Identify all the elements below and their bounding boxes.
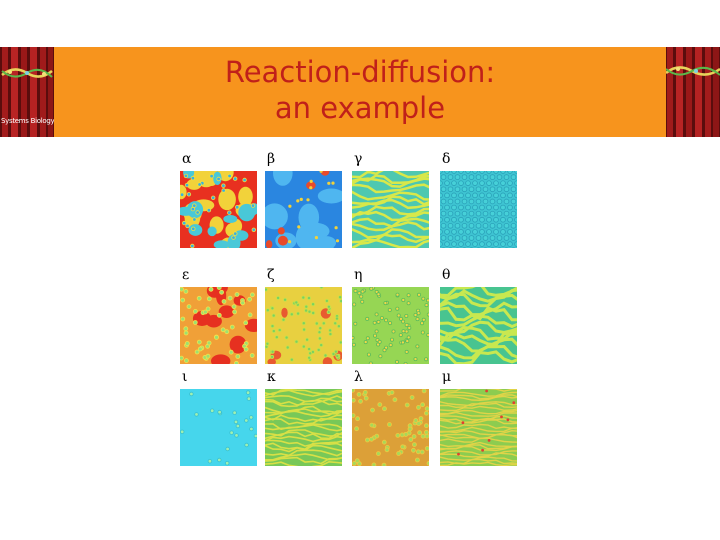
panel-label: μ bbox=[442, 369, 452, 385]
pattern-panel-image bbox=[440, 171, 517, 248]
slide-title-line-1: Reaction-diffusion: bbox=[224, 55, 496, 89]
pattern-hot-spots bbox=[180, 171, 257, 248]
pattern-hexagonal-spots bbox=[440, 171, 517, 248]
slide-title-line-2: an example bbox=[274, 91, 446, 125]
curtain-image-left bbox=[0, 47, 54, 137]
pattern-yellow-spots bbox=[265, 287, 342, 364]
pattern-blue-waves bbox=[265, 171, 342, 248]
panel-label: ε bbox=[182, 267, 190, 283]
pattern-panel-image bbox=[265, 287, 342, 364]
pattern-orange-spots bbox=[352, 389, 429, 466]
systems-biology-banner-left: Systems Biology bbox=[0, 47, 54, 137]
pattern-panel-image bbox=[352, 389, 429, 466]
panel-label: λ bbox=[354, 369, 363, 385]
pattern-sparse-spots-cyan bbox=[180, 389, 257, 466]
pattern-panel-image bbox=[440, 287, 517, 364]
panel-label: θ bbox=[442, 267, 451, 283]
pattern-green-spots bbox=[352, 287, 429, 364]
panel-label: ι bbox=[182, 369, 188, 385]
panel-label: β bbox=[267, 151, 276, 167]
pattern-panel-image bbox=[440, 389, 517, 466]
banner-caption: Systems Biology bbox=[1, 117, 54, 125]
panel-label: κ bbox=[267, 369, 276, 385]
panel-label: α bbox=[182, 151, 192, 167]
curtain-image-right bbox=[666, 47, 720, 137]
pattern-panel-image bbox=[180, 287, 257, 364]
pattern-panel-image bbox=[265, 171, 342, 248]
panel-label: ζ bbox=[267, 267, 275, 283]
pattern-panel-image bbox=[265, 389, 342, 466]
pattern-labyrinth-stripes bbox=[352, 171, 429, 248]
panel-label: δ bbox=[442, 151, 451, 167]
pattern-red-spots-mixed bbox=[180, 287, 257, 364]
pattern-panel-image bbox=[352, 287, 429, 364]
pattern-panel-image bbox=[352, 171, 429, 248]
panel-label: η bbox=[354, 267, 363, 283]
pattern-worm-stripes bbox=[440, 287, 517, 364]
systems-biology-banner-right bbox=[666, 47, 720, 137]
title-bar bbox=[0, 47, 720, 137]
slide-title: Reaction-diffusion: an example bbox=[160, 54, 560, 126]
pattern-panel-image bbox=[180, 171, 257, 248]
pattern-fine-stripes bbox=[265, 389, 342, 466]
pattern-panel-image bbox=[180, 389, 257, 466]
pattern-defect-stripes bbox=[440, 389, 517, 466]
panel-label: γ bbox=[354, 151, 363, 167]
